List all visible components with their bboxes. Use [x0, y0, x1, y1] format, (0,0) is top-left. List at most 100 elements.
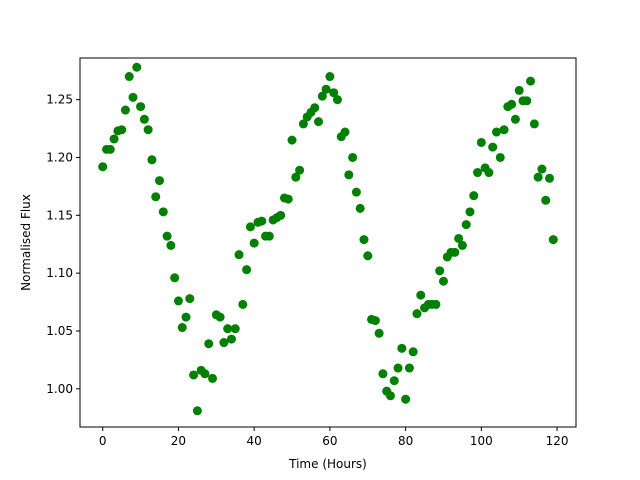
data-point [177, 323, 187, 333]
data-point [389, 376, 399, 386]
data-point [158, 207, 168, 217]
data-point [385, 391, 395, 401]
data-point [438, 276, 448, 286]
data-point [473, 168, 483, 178]
y-axis-label: Normalised Flux [19, 194, 33, 291]
data-point [457, 240, 467, 250]
data-point [170, 273, 180, 283]
data-point [287, 135, 297, 145]
data-point [491, 127, 501, 137]
data-point [325, 72, 335, 82]
x-tick-label: 100 [470, 434, 493, 448]
y-tick-label: 1.20 [46, 150, 73, 164]
data-point [105, 144, 115, 154]
data-point [529, 119, 539, 129]
data-point [408, 347, 418, 357]
data-point [226, 334, 236, 344]
data-point [257, 216, 267, 226]
data-point [204, 339, 214, 349]
data-point [469, 191, 479, 201]
data-point [545, 173, 554, 183]
data-point [124, 72, 134, 82]
data-point [510, 114, 520, 124]
data-point [355, 203, 365, 213]
data-point [351, 187, 361, 197]
data-point [378, 369, 388, 379]
data-point [189, 370, 199, 380]
data-point [363, 251, 373, 261]
data-point [132, 62, 142, 72]
data-point [185, 294, 195, 304]
x-tick-label: 20 [171, 434, 186, 448]
x-tick-label: 80 [398, 434, 413, 448]
data-point [249, 238, 259, 248]
data-point [234, 250, 244, 260]
x-tick-label: 40 [247, 434, 262, 448]
data-point [348, 152, 358, 162]
data-points [98, 62, 558, 416]
y-tick-label: 1.05 [46, 324, 73, 338]
x-tick-label: 120 [546, 434, 569, 448]
data-point [264, 231, 274, 241]
axes-frame [79, 57, 577, 428]
data-point [435, 266, 445, 276]
data-point [298, 119, 308, 129]
data-point [374, 328, 384, 338]
data-point [200, 369, 210, 379]
data-point [332, 95, 342, 105]
data-point [317, 91, 327, 101]
data-point [537, 164, 547, 174]
data-point [310, 103, 320, 113]
data-point [461, 220, 471, 230]
data-point [412, 309, 422, 319]
data-point [139, 114, 149, 124]
data-point [507, 99, 517, 109]
y-tick-label: 1.25 [46, 93, 73, 107]
data-point [495, 152, 505, 162]
x-tick-label: 60 [322, 434, 337, 448]
data-point [223, 324, 233, 334]
data-point [242, 265, 252, 275]
data-point [155, 176, 165, 186]
data-point [484, 168, 494, 178]
y-tick-label: 1.00 [46, 382, 73, 396]
data-point [329, 88, 339, 98]
data-point [488, 142, 498, 152]
data-point [465, 207, 475, 217]
data-point [276, 210, 286, 220]
data-point [393, 363, 403, 373]
data-point [208, 373, 218, 383]
data-point [344, 170, 354, 180]
data-point [295, 165, 305, 175]
data-point [314, 117, 324, 127]
data-point [397, 343, 407, 353]
x-tick-label: 0 [99, 434, 107, 448]
data-point [162, 231, 172, 241]
data-point [514, 85, 524, 95]
y-axis-ticks: 1.00 1.05 1.10 1.15 1.20 1.25 [46, 93, 80, 396]
data-point [147, 155, 157, 165]
data-point [120, 105, 130, 115]
data-point [98, 162, 108, 172]
data-point [321, 84, 331, 94]
data-point [454, 233, 464, 243]
data-point [340, 127, 350, 137]
data-point [404, 363, 414, 373]
data-point [230, 324, 240, 334]
data-point [109, 134, 119, 144]
x-axis-label: Time (Hours) [288, 457, 367, 471]
data-point [416, 290, 426, 300]
data-point [526, 76, 536, 86]
data-point [499, 125, 509, 135]
data-point [143, 125, 153, 135]
data-point [370, 316, 380, 326]
data-point [431, 299, 441, 309]
data-point [166, 240, 176, 250]
data-point [450, 247, 460, 257]
data-point [136, 102, 146, 112]
data-point [541, 195, 551, 205]
data-point [238, 299, 248, 309]
data-point [151, 192, 161, 202]
